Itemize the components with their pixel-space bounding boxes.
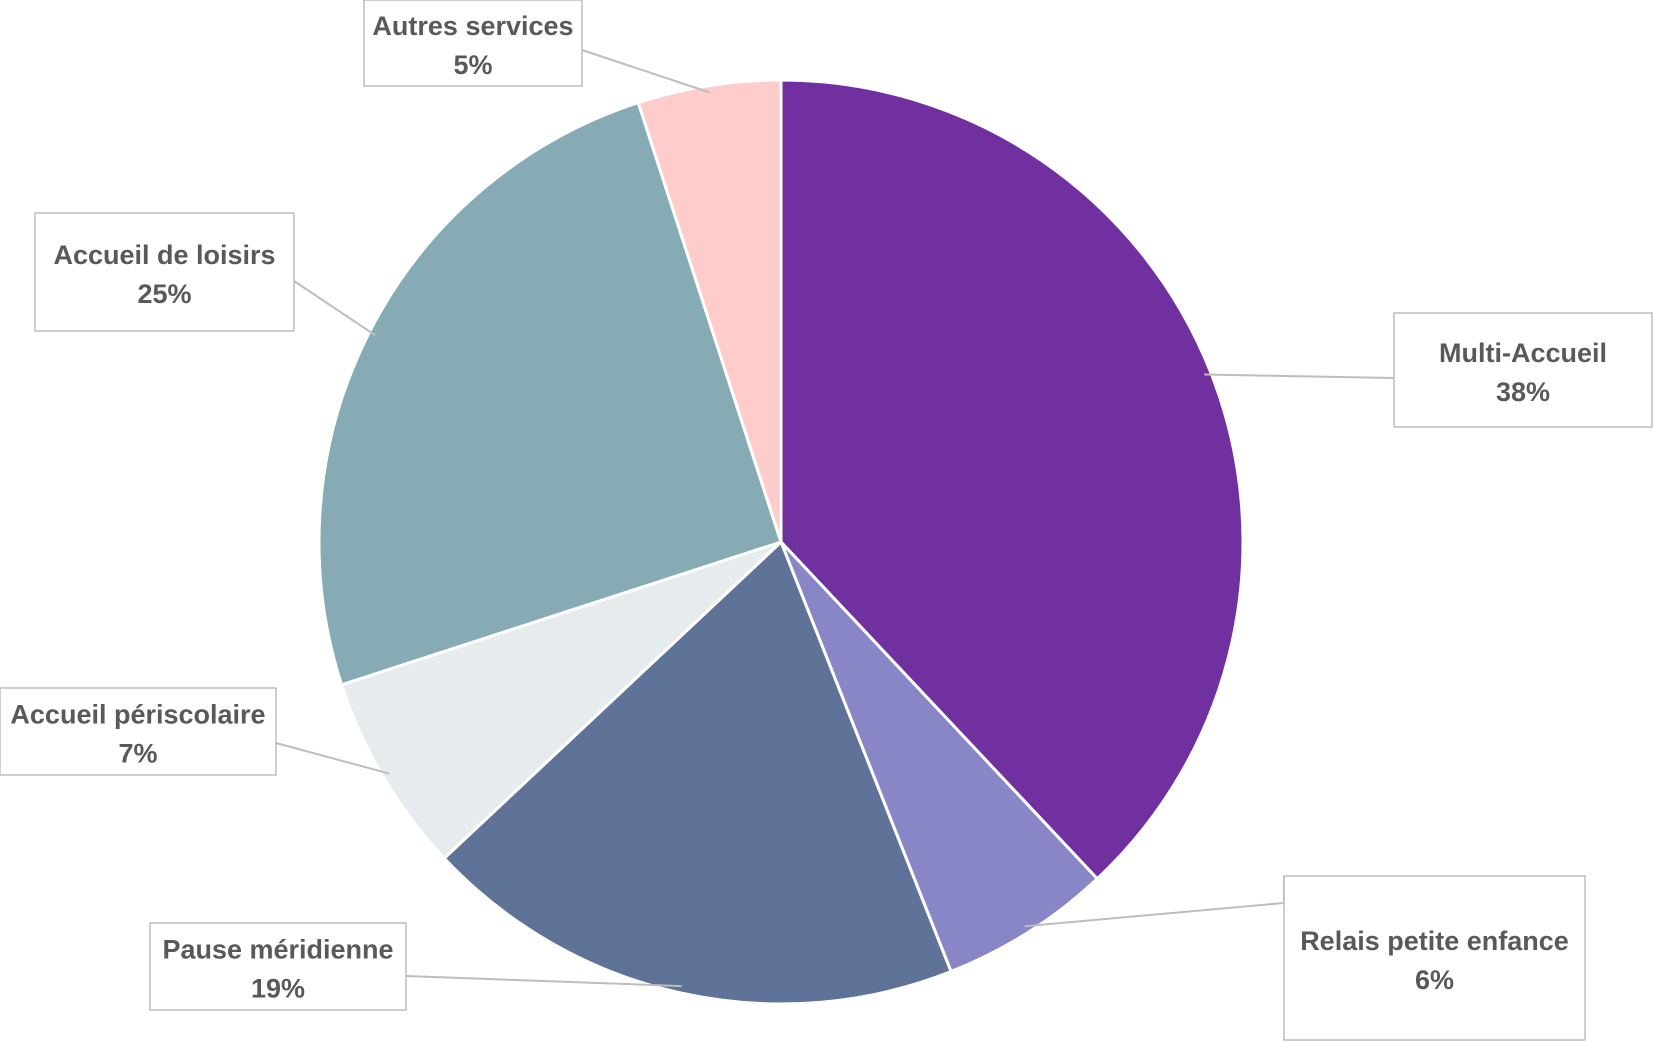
data-label-category: Accueil périscolaire [10, 700, 265, 730]
leader-line-pause-meridienne [405, 975, 682, 988]
data-label-box [0, 687, 277, 776]
data-label-value: 19% [251, 974, 305, 1004]
data-label-pause-meridienne: Pause méridienne 19% [149, 922, 407, 1011]
pie-slice-relais-petite-enfance [779, 540, 1100, 974]
pie-slice-pause-meridienne [442, 539, 954, 1006]
data-label-accueil-de-loisirs: Accueil de loisirs 25% [34, 212, 295, 332]
leader-line-accueil-periscolaire [275, 742, 390, 775]
data-label-value: 7% [118, 739, 157, 769]
data-label-category: Autres services [372, 11, 573, 41]
data-label-box [363, 0, 583, 87]
data-label-box [34, 212, 295, 332]
data-label-value: 38% [1496, 377, 1550, 407]
leader-line-accueil-de-loisirs [293, 280, 377, 337]
pie-slice-accueil-periscolaire [339, 540, 783, 861]
data-label-value: 5% [453, 50, 492, 80]
data-label-autres-services: Autres services 5% [363, 0, 583, 87]
pie-slice-autres-services [636, 78, 783, 543]
data-label-category: Relais petite enfance [1300, 926, 1569, 956]
data-label-box [1393, 312, 1653, 428]
data-label-category: Pause méridienne [162, 935, 393, 965]
data-label-relais-petite-enfance: Relais petite enfance 6% [1283, 875, 1586, 1041]
data-label-value: 6% [1415, 965, 1454, 995]
leader-line-autres-services [581, 49, 711, 94]
data-label-accueil-periscolaire: Accueil périscolaire 7% [0, 687, 277, 776]
data-label-box [1283, 875, 1586, 1041]
pie-slices [317, 78, 1245, 1006]
pie-slice-multi-accueil [779, 78, 1245, 881]
data-label-multi-accueil: Multi-Accueil 38% [1393, 312, 1653, 428]
data-label-category: Accueil de loisirs [53, 240, 275, 270]
data-label-value: 25% [137, 279, 191, 309]
leader-line-multi-accueil [1204, 373, 1395, 380]
data-label-box [149, 922, 407, 1011]
data-label-category: Multi-Accueil [1439, 338, 1607, 368]
